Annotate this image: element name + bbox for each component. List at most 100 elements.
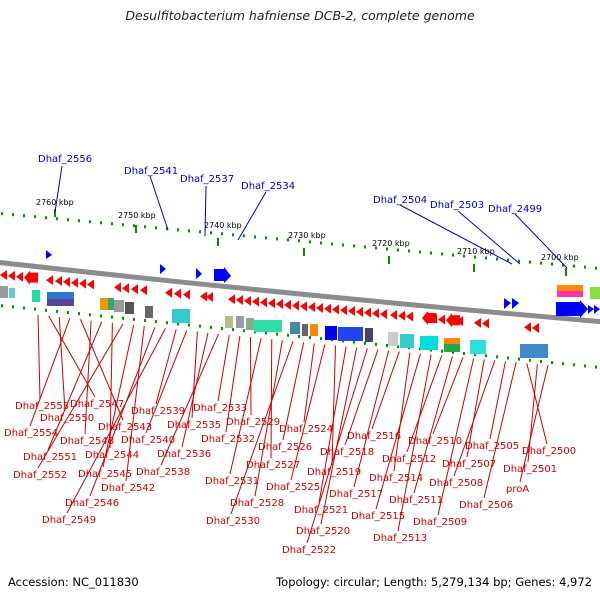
- gene-arrow-reverse[interactable]: [8, 270, 15, 281]
- gene-label-bottom[interactable]: Dhaf_2542: [101, 483, 155, 494]
- feature-box[interactable]: [325, 326, 337, 340]
- gene-arrow-reverse[interactable]: [244, 295, 251, 306]
- gene-label-bottom[interactable]: Dhaf_2551: [23, 452, 77, 463]
- gene-arrow-reverse[interactable]: [183, 289, 190, 300]
- feature-box[interactable]: [444, 338, 460, 344]
- gene-arrow-reverse[interactable]: [474, 317, 481, 328]
- feature-box[interactable]: [302, 324, 308, 336]
- gene-label-top[interactable]: Dhaf_2537: [180, 174, 234, 185]
- gene-label-bottom[interactable]: Dhaf_2529: [226, 417, 280, 428]
- gene-arrow-reverse[interactable]: [300, 301, 307, 312]
- gene-arrow-reverse[interactable]: [174, 288, 181, 299]
- feature-box[interactable]: [290, 322, 300, 334]
- gene-label-bottom[interactable]: Dhaf_2553: [15, 401, 69, 412]
- feature-box[interactable]: [114, 300, 124, 312]
- feature-box[interactable]: [236, 316, 244, 328]
- gene-label-bottom[interactable]: Dhaf_2514: [369, 473, 423, 484]
- gene-label-bottom[interactable]: Dhaf_2501: [503, 464, 557, 475]
- gene-label-bottom[interactable]: Dhaf_2531: [205, 476, 259, 487]
- gene-label-top[interactable]: Dhaf_2503: [430, 200, 484, 211]
- feature-box[interactable]: [9, 288, 15, 298]
- gene-arrow-forward[interactable]: [160, 264, 166, 274]
- gene-label-bottom[interactable]: Dhaf_2530: [206, 516, 260, 527]
- gene-label-bottom[interactable]: Dhaf_2507: [442, 459, 496, 470]
- gene-label-bottom[interactable]: Dhaf_2522: [282, 545, 336, 556]
- feature-box[interactable]: [254, 320, 282, 332]
- feature-box[interactable]: [557, 285, 583, 291]
- feature-box[interactable]: [310, 324, 318, 336]
- gene-label-bottom[interactable]: Dhaf_2518: [320, 447, 374, 458]
- gene-arrow-forward[interactable]: [556, 300, 588, 318]
- gene-label-bottom[interactable]: Dhaf_2546: [65, 498, 119, 509]
- gene-arrow-forward[interactable]: [588, 305, 594, 314]
- gene-label-bottom[interactable]: Dhaf_2500: [522, 446, 576, 457]
- feature-box[interactable]: [444, 344, 460, 352]
- gene-arrow-reverse[interactable]: [46, 275, 53, 286]
- gene-label-bottom[interactable]: Dhaf_2511: [389, 495, 443, 506]
- gene-arrow-reverse[interactable]: [0, 270, 7, 281]
- gene-arrow-reverse[interactable]: [252, 296, 259, 307]
- gene-arrow-reverse[interactable]: [87, 279, 94, 290]
- gene-label-bottom[interactable]: Dhaf_2506: [459, 500, 513, 511]
- gene-arrow-reverse[interactable]: [316, 302, 323, 313]
- gene-arrow-reverse[interactable]: [348, 306, 355, 317]
- gene-label-bottom[interactable]: Dhaf_2509: [413, 517, 467, 528]
- feature-box[interactable]: [246, 318, 254, 330]
- gene-label-bottom[interactable]: Dhaf_2544: [85, 450, 139, 461]
- feature-box[interactable]: [520, 344, 548, 358]
- gene-label-bottom[interactable]: proA: [506, 484, 529, 495]
- feature-box[interactable]: [400, 334, 414, 348]
- gene-arrow-reverse[interactable]: [308, 302, 315, 313]
- gene-arrow-reverse[interactable]: [140, 285, 147, 296]
- gene-arrow-reverse[interactable]: [398, 310, 405, 321]
- gene-label-bottom[interactable]: Dhaf_2515: [351, 511, 405, 522]
- gene-label-bottom[interactable]: Dhaf_2535: [167, 420, 221, 431]
- feature-box[interactable]: [125, 302, 134, 314]
- feature-box[interactable]: [108, 298, 114, 310]
- gene-arrow-reverse[interactable]: [532, 323, 539, 334]
- gene-arrow-reverse[interactable]: [79, 278, 86, 289]
- gene-label-bottom[interactable]: Dhaf_2543: [98, 422, 152, 433]
- gene-label-bottom[interactable]: Dhaf_2525: [266, 482, 320, 493]
- feature-box[interactable]: [388, 332, 398, 346]
- feature-box[interactable]: [338, 327, 363, 341]
- gene-arrow-reverse[interactable]: [482, 318, 489, 329]
- gene-label-bottom[interactable]: Dhaf_2536: [157, 449, 211, 460]
- feature-box[interactable]: [590, 287, 600, 299]
- gene-arrow-reverse[interactable]: [122, 283, 129, 294]
- gene-label-bottom[interactable]: Dhaf_2519: [307, 467, 361, 478]
- gene-label-bottom[interactable]: Dhaf_2512: [382, 454, 436, 465]
- gene-arrow-reverse[interactable]: [268, 298, 275, 309]
- gene-arrow-reverse[interactable]: [356, 306, 363, 317]
- gene-arrow-reverse[interactable]: [16, 271, 23, 282]
- feature-box[interactable]: [100, 298, 108, 310]
- gene-arrow-reverse[interactable]: [332, 304, 339, 315]
- gene-label-top[interactable]: Dhaf_2534: [241, 181, 295, 192]
- gene-arrow-reverse[interactable]: [406, 311, 413, 322]
- gene-arrow-reverse[interactable]: [200, 291, 207, 302]
- gene-arrow-reverse[interactable]: [446, 313, 460, 328]
- gene-label-bottom[interactable]: Dhaf_2533: [193, 403, 247, 414]
- feature-box[interactable]: [557, 291, 583, 297]
- feature-box[interactable]: [225, 316, 233, 328]
- gene-label-bottom[interactable]: Dhaf_2545: [78, 469, 132, 480]
- gene-label-bottom[interactable]: Dhaf_2524: [279, 424, 333, 435]
- feature-box[interactable]: [470, 340, 486, 354]
- gene-label-bottom[interactable]: Dhaf_2505: [465, 441, 519, 452]
- gene-label-top[interactable]: Dhaf_2504: [373, 195, 427, 206]
- gene-arrow-reverse[interactable]: [380, 309, 387, 320]
- gene-arrow-forward[interactable]: [594, 305, 600, 314]
- gene-arrow-reverse[interactable]: [284, 299, 291, 310]
- gene-arrow-reverse[interactable]: [55, 276, 62, 287]
- gene-label-bottom[interactable]: Dhaf_2532: [201, 434, 255, 445]
- gene-label-bottom[interactable]: Dhaf_2550: [40, 413, 94, 424]
- gene-label-bottom[interactable]: Dhaf_2526: [258, 442, 312, 453]
- gene-arrow-forward[interactable]: [512, 298, 519, 309]
- gene-label-bottom[interactable]: Dhaf_2527: [246, 460, 300, 471]
- gene-label-bottom[interactable]: Dhaf_2520: [296, 526, 350, 537]
- gene-arrow-reverse[interactable]: [340, 305, 347, 316]
- gene-label-bottom[interactable]: Dhaf_2539: [131, 406, 185, 417]
- feature-box[interactable]: [0, 286, 8, 298]
- gene-label-bottom[interactable]: Dhaf_2540: [121, 435, 175, 446]
- gene-label-bottom[interactable]: Dhaf_2547: [70, 399, 124, 410]
